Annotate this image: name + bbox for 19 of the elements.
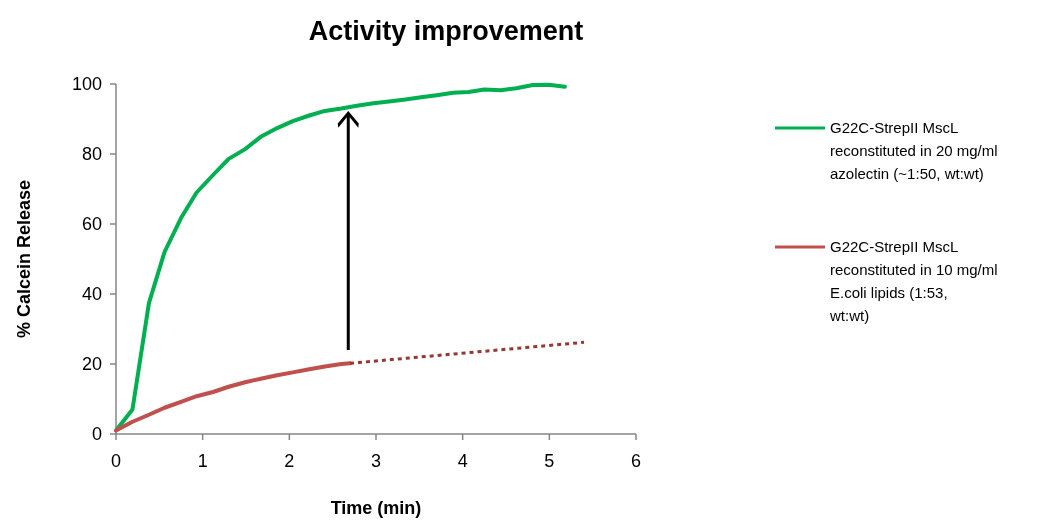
x-tick-label: 3 <box>370 451 382 471</box>
y-tick-label: 80 <box>81 144 102 164</box>
legend-label: G22C-StrepII MscL reconstituted in 10 mg/ml E.coli lipids (1:53, wt:wt) <box>829 238 998 324</box>
x-tick-label: 2 <box>284 451 295 471</box>
x-tick-label: 1 <box>197 451 208 471</box>
x-tick-label: 4 <box>457 451 468 471</box>
y-tick-label: 40 <box>81 284 102 304</box>
y-axis-title: % Calcein Release <box>14 179 34 339</box>
x-tick-label: 6 <box>630 451 642 471</box>
x-tick-label: 5 <box>544 451 555 471</box>
x-tick-label: 0 <box>110 451 122 471</box>
legend-label: G22C-StrepII MscL reconstituted in 20 mg/ml azolectin (~1:50, wt:wt) <box>830 119 998 182</box>
x-axis-title: Time (min) <box>330 498 422 518</box>
y-tick-label: 0 <box>91 424 102 444</box>
line-series <box>114 361 352 433</box>
y-tick-label: 20 <box>81 354 102 374</box>
y-tick-label: 60 <box>81 214 102 234</box>
chart-title: Activity improvement <box>308 16 584 46</box>
y-tick-label: 100 <box>71 74 102 94</box>
